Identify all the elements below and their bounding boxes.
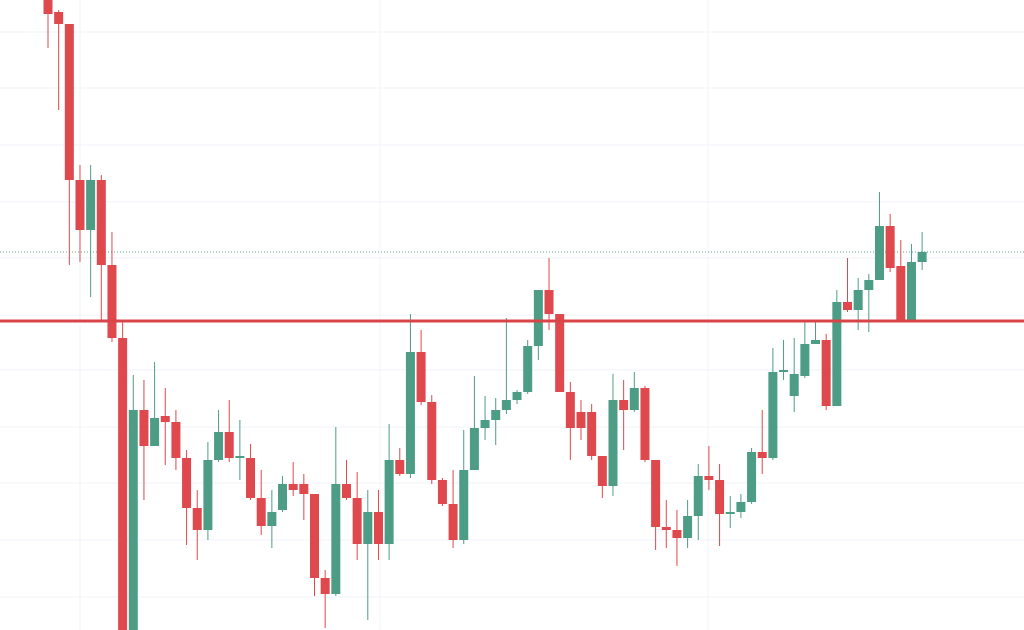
candle-body — [864, 280, 874, 290]
candle-body — [843, 302, 852, 310]
candle-body — [587, 412, 597, 456]
candle-body — [725, 512, 735, 514]
candle-body — [416, 352, 426, 402]
candle-body — [373, 512, 383, 544]
candle-body — [150, 418, 160, 446]
candle-body — [480, 420, 490, 428]
candle-body — [608, 400, 618, 486]
candle-body — [203, 460, 213, 530]
candle-body — [523, 346, 533, 392]
candle-body — [544, 290, 554, 314]
candle-body — [715, 480, 725, 514]
candle-body — [885, 226, 895, 268]
candle-body — [853, 290, 863, 310]
candle-body — [821, 340, 831, 406]
candle-body — [874, 226, 884, 280]
candle-body — [341, 484, 351, 498]
candle-body — [437, 480, 447, 504]
candle-body — [917, 252, 927, 262]
candle-body — [629, 388, 639, 410]
candle-body — [395, 460, 405, 474]
candle-body — [619, 400, 629, 410]
candle-body — [75, 180, 85, 230]
candle-body — [491, 410, 501, 420]
candle-body — [469, 428, 479, 470]
candle-body — [512, 392, 522, 400]
candle-body — [789, 374, 799, 396]
candle-body — [779, 370, 789, 372]
candle-body — [54, 12, 64, 24]
candle-body — [320, 578, 330, 594]
candle-body — [459, 470, 469, 540]
candle-body — [704, 476, 714, 480]
candle-body — [64, 24, 74, 180]
candle-body — [160, 416, 170, 422]
candle-body — [693, 476, 703, 516]
candle-body — [235, 456, 245, 458]
candle-body — [448, 504, 458, 540]
candle-body — [405, 352, 415, 474]
candle-body — [576, 412, 586, 428]
candle-body — [224, 432, 234, 458]
candle-body — [555, 314, 565, 392]
candle-body — [96, 180, 106, 265]
candle-body — [501, 400, 511, 410]
candle-body — [651, 460, 661, 527]
candle-body — [363, 512, 373, 544]
candle-body — [128, 410, 138, 630]
candle-body — [640, 388, 650, 460]
candle-body — [565, 392, 575, 428]
candle-body — [384, 460, 394, 544]
candle-body — [246, 458, 256, 498]
candle-body — [139, 410, 149, 446]
candle-body — [118, 338, 128, 630]
candle-body — [747, 452, 757, 502]
candle-body — [757, 452, 767, 458]
candle-body — [768, 372, 778, 458]
candle-body — [182, 458, 192, 508]
candle-body — [811, 340, 821, 344]
candle-body — [278, 484, 288, 510]
candle-body — [896, 266, 906, 320]
candle-body — [906, 262, 916, 320]
candle-body — [597, 456, 607, 486]
candle-body — [267, 512, 277, 526]
candle-body — [107, 265, 117, 338]
candle-body — [299, 484, 309, 494]
candle-body — [736, 502, 746, 512]
candle-body — [533, 290, 543, 346]
candle-body — [256, 498, 266, 526]
candle-body — [683, 516, 693, 538]
candle-body — [800, 344, 810, 376]
candle-body — [672, 530, 682, 538]
candle-body — [427, 402, 437, 480]
candle-body — [310, 494, 319, 578]
candle-body — [86, 180, 96, 230]
candle-body — [288, 484, 298, 490]
candle-body — [171, 422, 181, 458]
candle-body — [352, 498, 362, 544]
candle-body — [43, 0, 53, 14]
candle-body — [661, 527, 671, 530]
candle-body — [832, 302, 842, 406]
candle-body — [192, 508, 202, 530]
candle-body — [214, 432, 224, 460]
candle-body — [331, 484, 341, 594]
